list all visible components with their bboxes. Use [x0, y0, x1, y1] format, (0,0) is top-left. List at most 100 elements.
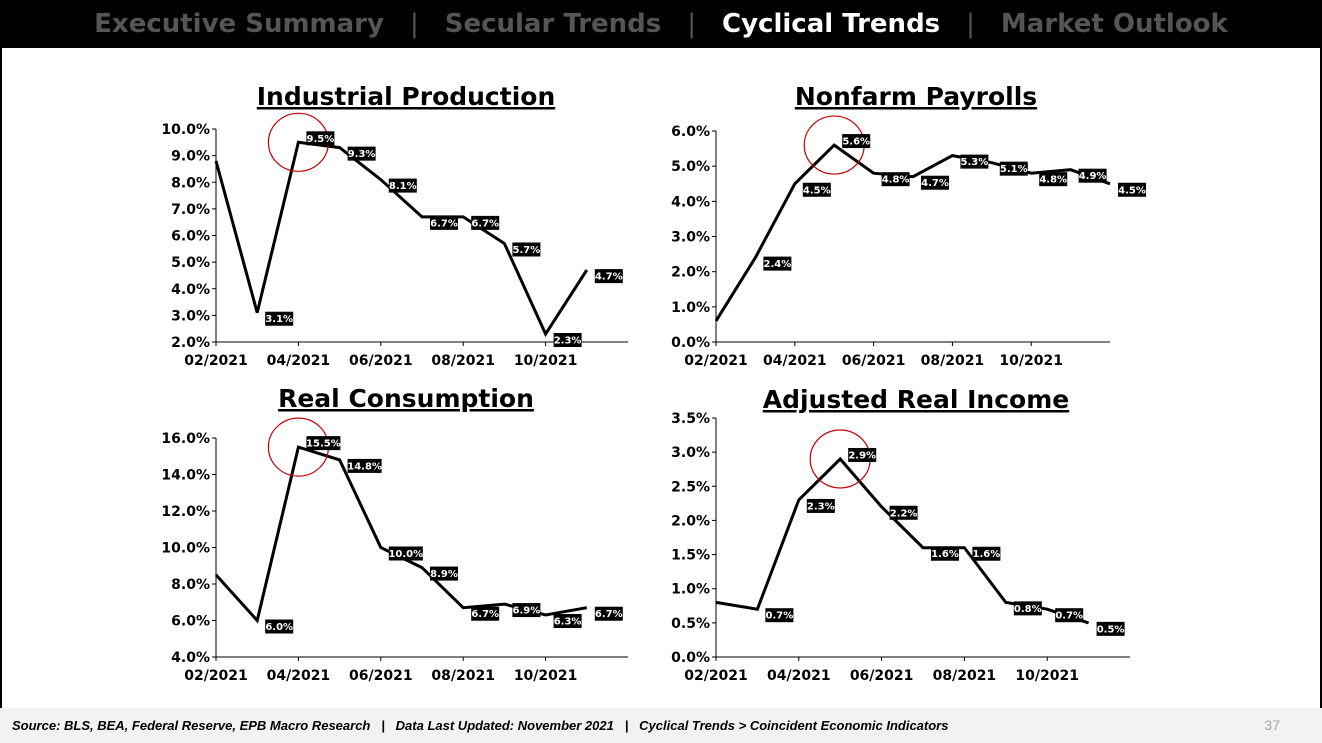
data-label: 4.5%	[1118, 182, 1146, 197]
nav-separator: |	[966, 9, 975, 39]
data-label-box	[972, 546, 1001, 561]
data-label-text: 9.5%	[307, 134, 335, 145]
data-label: 5.3%	[960, 154, 989, 169]
data-label-box	[806, 498, 835, 513]
data-label: 6.3%	[553, 614, 582, 629]
data-label-box	[1078, 168, 1107, 183]
data-label: 14.8%	[347, 458, 382, 473]
data-label-text: 5.6%	[842, 137, 870, 148]
data-label-text: 2.3%	[554, 336, 582, 347]
data-label-text: 1.6%	[973, 549, 1001, 560]
y-tick-label: 4.0%	[671, 194, 710, 210]
data-label: 2.2%	[889, 505, 918, 520]
data-label: 4.8%	[881, 172, 910, 187]
data-label: 4.7%	[594, 269, 623, 284]
data-label: 6.0%	[265, 619, 294, 634]
data-label-text: 10.0%	[388, 549, 423, 560]
y-tick-label: 3.0%	[171, 308, 210, 324]
data-label: 5.6%	[842, 134, 871, 149]
data-label: 2.3%	[806, 498, 835, 513]
data-label-text: 6.7%	[430, 218, 458, 229]
data-label-box	[1039, 172, 1068, 187]
data-label: 5.1%	[999, 161, 1028, 176]
y-tick-label: 2.5%	[671, 479, 710, 495]
data-label-box	[1055, 608, 1084, 623]
data-label-text: 6.7%	[471, 609, 499, 620]
data-label: 0.5%	[1096, 621, 1125, 636]
y-tick-label: 1.5%	[671, 548, 710, 564]
data-label-box	[881, 172, 910, 187]
data-label-text: 2.2%	[890, 508, 918, 519]
data-label-box	[765, 608, 794, 623]
data-label-text: 5.7%	[513, 245, 541, 256]
data-label-text: 14.8%	[347, 461, 382, 472]
footer: Source: BLS, BEA, Federal Reserve, EPB M…	[0, 708, 1322, 743]
data-label-text: 6.3%	[554, 617, 582, 628]
data-label-box	[430, 215, 458, 230]
data-label-box	[471, 215, 500, 230]
data-label-box	[921, 175, 949, 190]
top-nav: Executive Summary | Secular Trends | Cyc…	[0, 0, 1322, 48]
y-tick-label: 10.0%	[161, 541, 210, 557]
data-label-text: 6.0%	[265, 622, 293, 633]
data-label-text: 4.5%	[1118, 185, 1146, 196]
nav-separator: |	[687, 9, 697, 39]
x-tick-label: 10/2021	[514, 668, 578, 684]
nav-executive-summary[interactable]: Executive Summary	[94, 9, 384, 39]
data-label-text: 4.9%	[1079, 171, 1107, 182]
data-label-text: 4.7%	[595, 272, 623, 283]
x-tick-label: 04/2021	[767, 668, 831, 684]
y-tick-label: 4.0%	[171, 650, 210, 666]
data-label: 15.5%	[306, 436, 341, 451]
x-tick-label: 10/2021	[1015, 668, 1079, 684]
data-label: 3.1%	[265, 311, 294, 326]
data-label: 4.5%	[802, 182, 831, 197]
nav-cyclical-trends[interactable]: Cyclical Trends	[722, 9, 941, 39]
data-label-box	[594, 269, 623, 284]
data-label-box	[265, 619, 294, 634]
slide-frame-right	[1320, 48, 1322, 708]
footer-source-text: Source: BLS, BEA, Federal Reserve, EPB M…	[12, 718, 949, 733]
data-label: 9.3%	[347, 146, 376, 161]
data-label: 4.8%	[1039, 172, 1068, 187]
data-label-text: 4.8%	[882, 175, 910, 186]
x-tick-label: 02/2021	[184, 353, 248, 369]
data-label-box	[553, 333, 582, 348]
data-label-text: 0.8%	[1014, 604, 1042, 615]
y-tick-label: 0.0%	[671, 335, 710, 351]
nav-separator: |	[409, 9, 419, 39]
chart-title: Industrial Production	[257, 82, 556, 111]
x-tick-label: 10/2021	[999, 353, 1063, 369]
chart-nonfarm-payrolls-group: Nonfarm Payrolls 0.0% 1.0% 2.0% 3.0% 4.0% 5.0%…	[671, 82, 1146, 369]
data-label-box	[347, 146, 376, 161]
data-label-box	[553, 614, 582, 629]
data-label-text: 4.8%	[1039, 175, 1067, 186]
data-label-text: 6.7%	[595, 609, 623, 620]
data-label-box	[265, 311, 294, 326]
chart-title: Nonfarm Payrolls	[795, 82, 1037, 111]
data-label: 0.7%	[765, 608, 794, 623]
x-tick-label: 08/2021	[933, 668, 997, 684]
data-label-box	[763, 256, 792, 271]
x-tick-label: 04/2021	[267, 668, 331, 684]
chart-adjusted-real-income-group: Adjusted Real Income 0.0% 0.5% 1.0% 1.5% 2.0%…	[671, 385, 1130, 684]
data-label: 5.7%	[512, 242, 541, 257]
data-label-box	[889, 505, 918, 520]
y-tick-label: 3.0%	[671, 445, 710, 461]
data-label: 10.0%	[388, 546, 423, 561]
data-label-text: 2.4%	[764, 259, 792, 270]
data-label-text: 0.5%	[1097, 624, 1125, 635]
y-tick-label: 3.5%	[671, 411, 710, 427]
data-label: 2.4%	[763, 256, 792, 271]
data-label-text: 2.3%	[807, 501, 835, 512]
y-tick-label: 10.0%	[161, 122, 210, 138]
nav-secular-trends[interactable]: Secular Trends	[444, 9, 662, 39]
x-tick-label: 04/2021	[267, 353, 331, 369]
y-tick-label: 0.5%	[671, 616, 710, 632]
data-label-box	[512, 242, 541, 257]
slide-frame-left	[0, 48, 2, 708]
data-label-box	[1013, 601, 1042, 616]
nav-market-outlook[interactable]: Market Outlook	[1000, 9, 1228, 39]
y-tick-label: 0.0%	[671, 650, 710, 666]
